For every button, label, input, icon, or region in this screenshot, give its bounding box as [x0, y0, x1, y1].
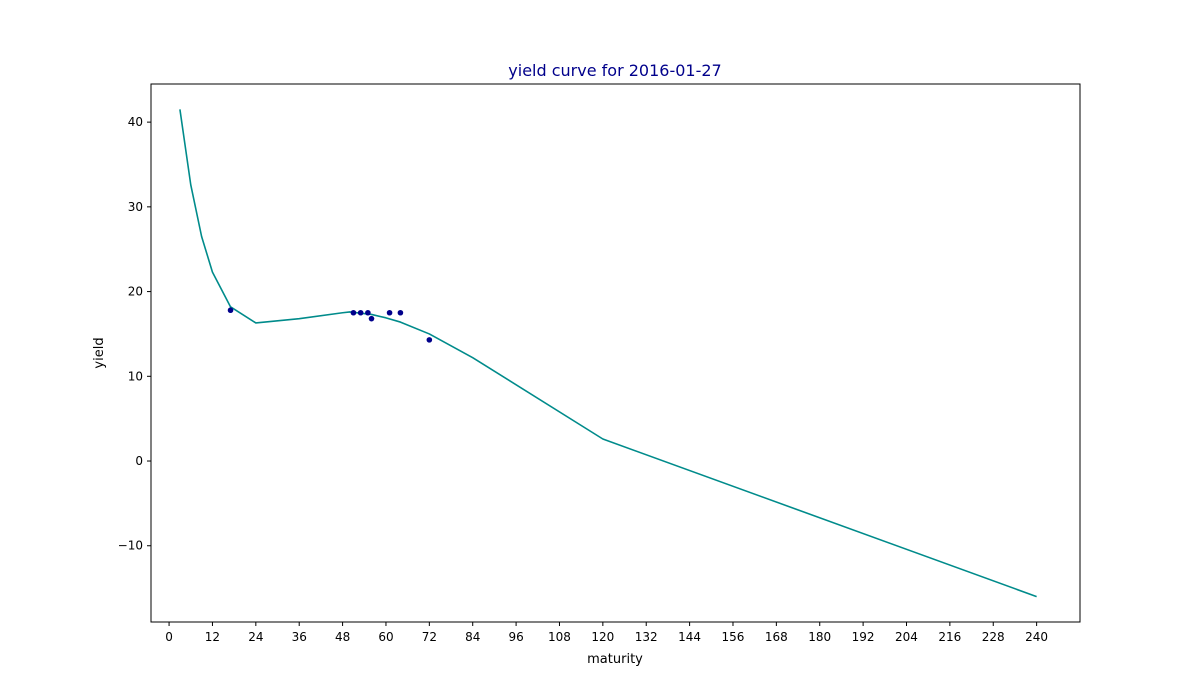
x-tick-label: 36	[292, 630, 307, 644]
x-tick-label: 228	[982, 630, 1005, 644]
yield-data-point	[368, 315, 375, 322]
yield-data-point	[350, 309, 357, 316]
x-tick-label: 216	[938, 630, 961, 644]
x-tick-label: 12	[205, 630, 220, 644]
y-tick-label: 20	[128, 285, 143, 299]
plot-area	[179, 109, 1037, 598]
x-tick-label: 180	[808, 630, 831, 644]
x-tick-label: 144	[678, 630, 701, 644]
yield-data-point	[386, 309, 393, 316]
x-tick-label: 108	[548, 630, 571, 644]
yield-data-point	[365, 309, 371, 316]
chart-title: yield curve for 2016-01-27	[508, 61, 721, 80]
y-tick-label: 30	[128, 200, 143, 214]
x-axis: 0 12 24 36 48 60 72 84 96 108 120 132 144 156 168 180 19…	[165, 622, 1048, 644]
x-tick-label: 120	[591, 630, 614, 644]
y-tick-label: 0	[135, 454, 143, 468]
x-tick-label: 48	[335, 630, 350, 644]
x-tick-label: 0	[165, 630, 173, 644]
yield-curve-line	[179, 109, 1037, 598]
x-tick-label: 132	[635, 630, 658, 644]
x-tick-label: 24	[248, 630, 263, 644]
yield-data-point	[397, 309, 404, 316]
x-tick-label: 168	[765, 630, 788, 644]
x-tick-label: 156	[722, 630, 745, 644]
x-axis-label: maturity	[587, 652, 643, 667]
y-tick-label: −10	[118, 539, 143, 553]
x-tick-label: 204	[895, 630, 918, 644]
yield-data-point	[426, 337, 433, 343]
y-tick-label: 10	[128, 369, 143, 383]
x-tick-label: 192	[852, 630, 875, 644]
x-tick-label: 60	[378, 630, 393, 644]
y-tick-label: 40	[128, 115, 143, 129]
x-tick-label: 84	[465, 630, 480, 644]
x-tick-label: 72	[422, 630, 437, 644]
x-tick-label: 96	[508, 630, 523, 644]
plot-frame	[150, 83, 1081, 623]
yield-data-point	[357, 309, 364, 316]
y-axis: −10 0 10 20 30 40	[118, 115, 151, 553]
yield-data-point	[227, 307, 234, 314]
x-tick-label: 240	[1025, 630, 1048, 644]
y-axis-label: yield	[92, 337, 107, 368]
